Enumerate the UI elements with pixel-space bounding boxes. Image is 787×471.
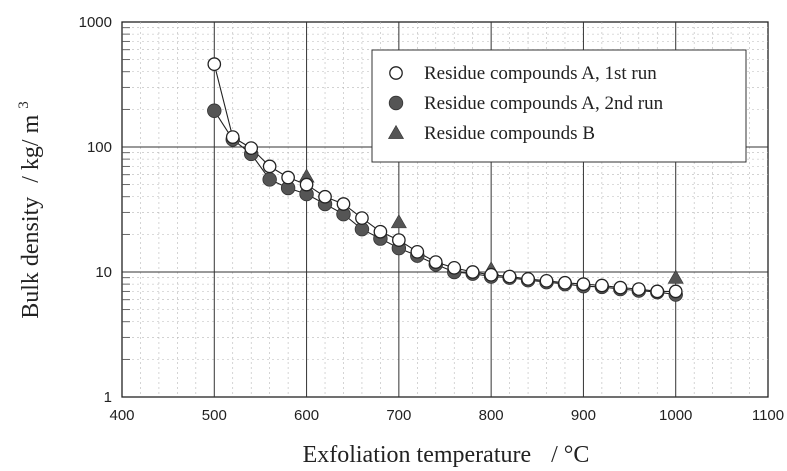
series-1-point: [668, 284, 683, 299]
series-1-point: [613, 280, 628, 295]
y-axis-title: Bulk density / kg/ m 3: [16, 101, 44, 319]
series-1-point: [595, 278, 609, 293]
series-1-point: [355, 211, 369, 225]
x-axis-unit: / °C: [551, 442, 589, 468]
series-1-point: [299, 177, 314, 192]
y-axis-label: Bulk density: [18, 197, 44, 319]
y-tick-label: 1: [104, 389, 112, 406]
y-axis-unit-exponent: 3: [16, 101, 32, 109]
y-axis-unit: / kg/ m: [18, 114, 44, 182]
series-1-point: [631, 282, 646, 296]
series-1-point: [521, 272, 535, 286]
series-3-triangle: [390, 214, 407, 229]
series-1-point: [539, 273, 554, 288]
series-1-point: [650, 284, 665, 299]
legend-marker-2: [388, 95, 404, 111]
series-1-point: [576, 277, 591, 291]
series-1-point: [465, 265, 480, 279]
series-1-point: [281, 170, 295, 185]
x-tick-label: 600: [294, 407, 319, 424]
series-1-point: [225, 130, 240, 144]
x-axis-label: Exfoliation temperature: [303, 442, 532, 468]
legend-label-2: Residue compounds A, 2nd run: [424, 93, 664, 114]
series-1-point: [502, 269, 517, 284]
x-axis-title: Exfoliation temperature / °C: [303, 442, 590, 468]
legend-marker-1: [389, 66, 403, 80]
x-tick-label: 900: [571, 407, 596, 424]
x-tick-label: 400: [109, 407, 134, 424]
series-markers: [207, 57, 684, 302]
series-1-point: [336, 197, 351, 211]
minor-grid: [122, 22, 768, 397]
x-tick-label: 1000: [659, 407, 692, 424]
legend-box: [371, 49, 747, 163]
x-tick-label: 800: [479, 407, 504, 424]
y-tick-label: 1000: [79, 14, 112, 31]
legend-marker-3: [387, 124, 405, 139]
series-2-point: [262, 172, 277, 187]
legend: Residue compounds A, 1st run Residue comp…: [371, 49, 747, 163]
series-1-point: [244, 141, 259, 155]
y-tick-label: 100: [87, 139, 112, 156]
x-tick-label: 500: [202, 407, 227, 424]
series-3-triangle: [667, 269, 684, 284]
series-1-point: [318, 189, 332, 204]
series-1-point: [262, 159, 277, 174]
y-tick-label: 10: [95, 264, 112, 281]
x-tick-labels: 400 500 600 700 800 900 1000 1100: [109, 407, 784, 424]
series-1-point: [484, 267, 498, 282]
x-tick-label: 1100: [752, 407, 784, 424]
series-1-point: [447, 260, 462, 275]
y-tick-labels: 1 10 100 1000: [79, 14, 112, 406]
legend-label-1: Residue compounds A, 1st run: [424, 63, 657, 84]
series-1-point: [373, 224, 388, 239]
series-2-point: [207, 103, 222, 118]
series-1-point: [410, 244, 425, 259]
series-1-point: [392, 233, 406, 247]
series-1-point: [558, 275, 572, 290]
series-1-point: [428, 255, 443, 269]
x-tick-label: 700: [386, 407, 411, 424]
series-1-point: [207, 57, 222, 72]
legend-label-3: Residue compounds B: [424, 123, 595, 144]
